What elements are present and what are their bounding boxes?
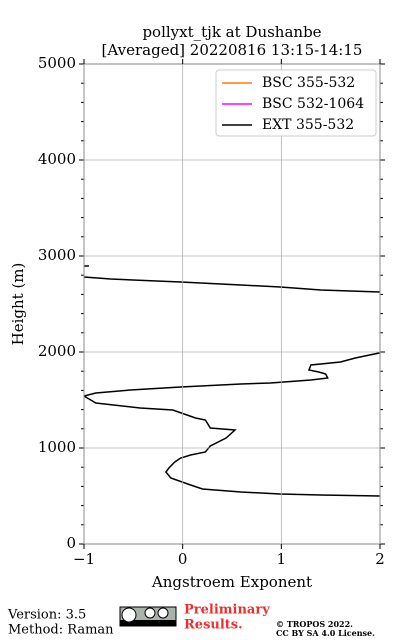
cc-logo <box>119 606 177 627</box>
notice: Preliminary <box>184 603 270 618</box>
chart-subtitle: [Averaged] 20220816 13:15-14:15 <box>102 41 363 59</box>
y-tick-label: 4000 <box>38 150 76 168</box>
data-line <box>84 265 380 497</box>
x-tick-label: 0 <box>178 550 188 568</box>
x-tick-label: −1 <box>73 550 95 568</box>
notice: Results. <box>184 618 243 633</box>
y-tick-label: 1000 <box>38 438 76 456</box>
copyright: © TROPOS 2022. <box>276 619 353 629</box>
method: Method: Raman <box>8 623 114 638</box>
copyright: CC BY SA 4.0 License. <box>276 628 375 638</box>
legend-label: EXT 355-532 <box>262 117 354 133</box>
y-tick-label: 2000 <box>38 342 76 360</box>
y-tick-label: 5000 <box>38 54 76 72</box>
y-tick-label: 3000 <box>38 246 76 264</box>
legend-label: BSC 355-532 <box>262 75 355 91</box>
legend-label: BSC 532-1064 <box>262 96 364 112</box>
x-tick-label: 1 <box>277 550 287 568</box>
legend-box <box>215 69 377 137</box>
plot-area <box>84 265 380 497</box>
version: Version: 3.5 <box>7 608 86 623</box>
y-tick-label: 0 <box>66 534 76 552</box>
x-axis-label: Angstroem Exponent <box>151 573 312 591</box>
x-tick-label: 2 <box>375 550 385 568</box>
y-axis-label: Height (m) <box>9 263 27 346</box>
chart-title: pollyxt_tjk at Dushanbe <box>142 23 321 41</box>
